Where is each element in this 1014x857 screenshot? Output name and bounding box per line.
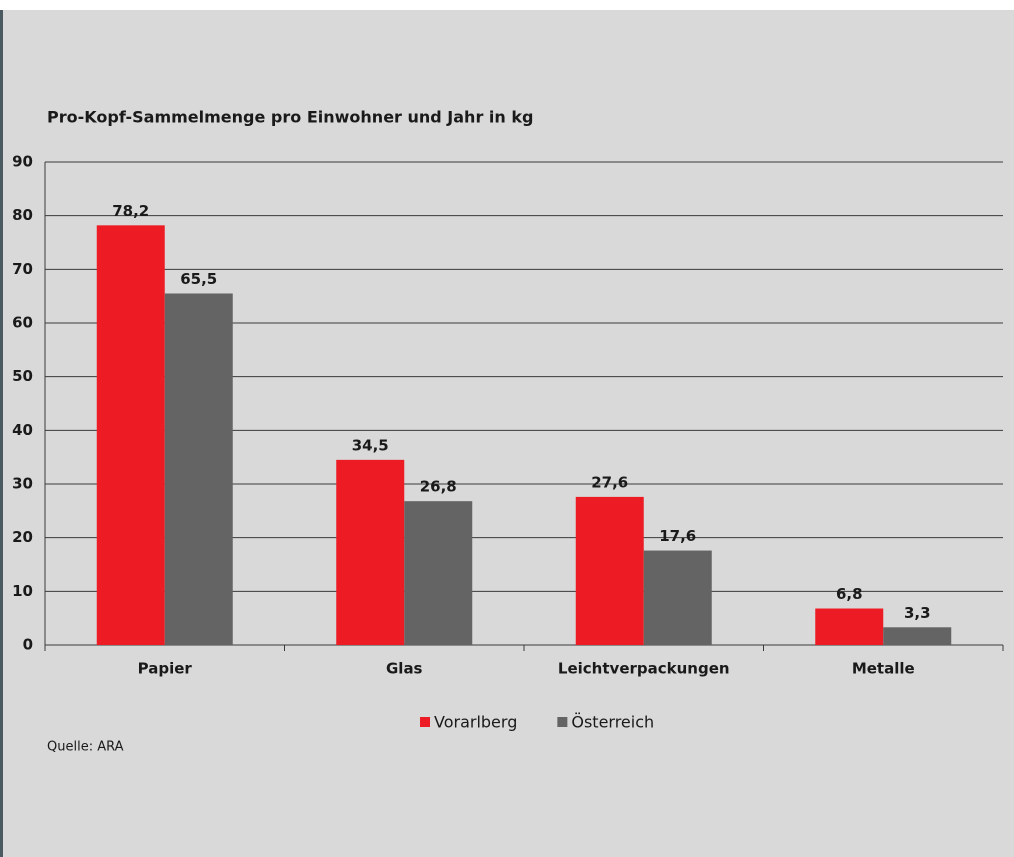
legend-swatch — [557, 717, 568, 727]
y-tick-label: 30 — [12, 475, 33, 493]
legend-label: Vorarlberg — [434, 713, 517, 732]
y-tick-label: 90 — [12, 153, 33, 171]
x-tick-label: Glas — [386, 660, 423, 678]
chart-title: Pro-Kopf-Sammelmenge pro Einwohner und J… — [47, 108, 533, 127]
value-label: 3,3 — [904, 604, 931, 622]
y-tick-label: 40 — [12, 421, 33, 439]
bar — [164, 293, 233, 645]
x-tick-label: Leichtverpackungen — [558, 660, 730, 678]
bar — [643, 550, 712, 645]
x-tick-label: Metalle — [852, 660, 915, 678]
bar — [815, 608, 884, 645]
legend-swatch — [420, 717, 430, 727]
value-label: 27,6 — [591, 473, 628, 491]
value-label: 78,2 — [112, 202, 149, 220]
value-label: 65,5 — [180, 270, 217, 288]
bar — [336, 459, 405, 645]
y-tick-label: 0 — [23, 636, 33, 654]
y-tick-label: 80 — [12, 206, 33, 224]
x-tick-label: Papier — [138, 660, 193, 678]
y-tick-label: 20 — [12, 528, 33, 546]
bar — [575, 496, 644, 645]
value-label: 34,5 — [352, 436, 389, 454]
bar — [96, 225, 165, 645]
legend-label: Österreich — [571, 713, 654, 732]
y-tick-label: 70 — [12, 260, 33, 278]
bar — [404, 501, 473, 645]
y-tick-label: 50 — [12, 367, 33, 385]
bar — [883, 627, 952, 645]
edge-strip — [0, 10, 3, 857]
source-note: Quelle: ARA — [47, 740, 124, 755]
value-label: 26,8 — [420, 478, 457, 496]
y-tick-label: 10 — [12, 582, 33, 600]
value-label: 17,6 — [659, 527, 696, 545]
y-tick-label: 60 — [12, 314, 33, 332]
value-label: 6,8 — [836, 585, 863, 603]
